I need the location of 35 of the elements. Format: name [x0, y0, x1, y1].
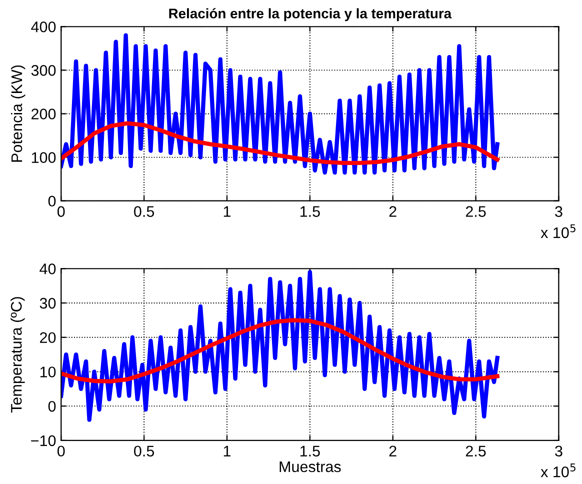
y-tick-label: 0	[48, 196, 56, 207]
x-tick-label: 2	[389, 206, 396, 217]
y-axis-title: Potencia (KW)	[10, 65, 26, 162]
y-tick-label: 10	[40, 366, 56, 378]
x-tick-label: 2.5	[466, 446, 486, 457]
x-tick-label: 0	[57, 446, 65, 457]
chart-title: Relación entre la potencia y la temperatura	[169, 8, 452, 22]
x-tick-label: 3	[555, 446, 562, 457]
y-axis-title: Temperatura (ºC)	[10, 297, 25, 413]
x-tick-label: 1	[224, 206, 230, 217]
y-tick-label: 200	[32, 108, 56, 120]
x-tick-label: 1.5	[300, 206, 320, 217]
x-axis-title: Muestras	[280, 461, 341, 472]
x-tick-label: 0	[57, 206, 65, 217]
line-series	[61, 318, 500, 384]
line-series	[61, 121, 500, 166]
x-tick-label: 0.5	[134, 206, 154, 217]
text: x 10$^{5}$	[540, 464, 576, 478]
line-series	[61, 270, 500, 422]
x-tick-label: 1.5	[300, 446, 320, 457]
y-tick-label: 40	[40, 263, 56, 274]
y-tick-label: 20	[40, 332, 56, 344]
y-tick-label: 30	[40, 298, 56, 309]
y-tick-label: 400	[31, 21, 56, 32]
y-tick-label: 100	[32, 152, 56, 163]
x-tick-label: 0.5	[134, 446, 154, 457]
x-tick-label: 3	[555, 206, 562, 217]
y-tick-label: 0	[48, 400, 56, 412]
x-tick-label: 2.5	[466, 206, 486, 217]
y-tick-label: 300	[31, 65, 56, 76]
x-tick-label: 2	[389, 446, 396, 456]
line-series	[61, 33, 500, 175]
text: x 10$^{5}$	[540, 224, 576, 238]
y-tick-label: −10	[31, 435, 56, 446]
x-tick-label: 1	[224, 446, 230, 456]
